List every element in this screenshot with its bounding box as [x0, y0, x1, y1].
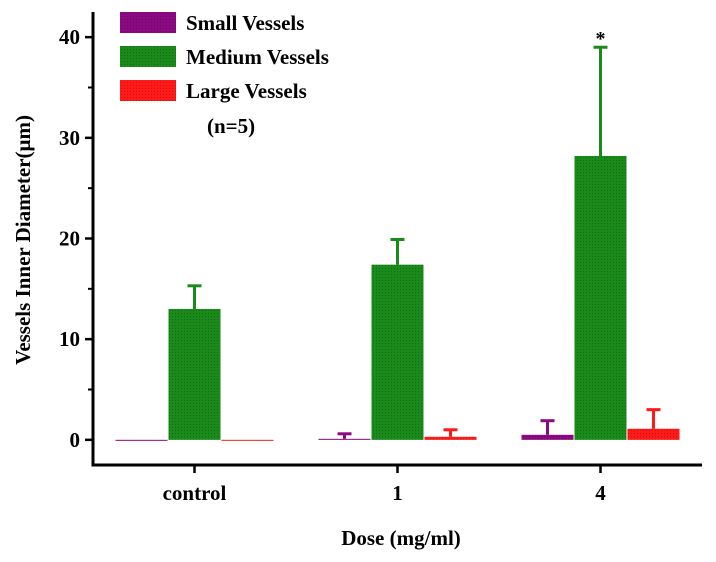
ticks-layer: 0 10 20 30 40 control 1 4 *: [59, 25, 606, 505]
bar-texture: [627, 428, 680, 440]
bar-texture: [221, 439, 274, 441]
bar-texture: [115, 439, 168, 441]
bars-layer: [115, 45, 680, 441]
x-axis-title: Dose (mg/ml): [341, 526, 461, 550]
bar-texture: [574, 155, 627, 440]
x-tick-label: 1: [392, 481, 403, 505]
legend-swatch-texture: [120, 80, 176, 101]
y-tick-label: 30: [59, 126, 80, 150]
legend-label-large-vessels: Large Vessels: [186, 79, 307, 103]
legend-swatch-texture: [120, 12, 176, 33]
y-tick-label: 40: [59, 25, 80, 49]
legend: Small Vessels Medium Vessels Large Vessels: [120, 11, 329, 103]
legend-label-medium-vessels: Medium Vessels: [186, 45, 329, 69]
x-tick-label: control: [163, 481, 227, 505]
bar-texture: [318, 438, 371, 440]
bar-texture: [521, 434, 574, 440]
significance-marker: *: [596, 28, 606, 50]
x-tick-label: 4: [595, 481, 606, 505]
y-tick-label: 0: [70, 428, 81, 452]
y-axis-title: Vessels Inner Diameter(μm): [11, 115, 35, 365]
legend-swatch-texture: [120, 46, 176, 67]
bar-texture: [371, 264, 424, 440]
bar-texture: [168, 308, 221, 440]
bar-texture: [424, 436, 477, 440]
legend-note: (n=5): [207, 114, 255, 138]
y-tick-label: 10: [59, 327, 80, 351]
y-tick-label: 20: [59, 227, 80, 251]
legend-label-small-vessels: Small Vessels: [186, 11, 304, 35]
